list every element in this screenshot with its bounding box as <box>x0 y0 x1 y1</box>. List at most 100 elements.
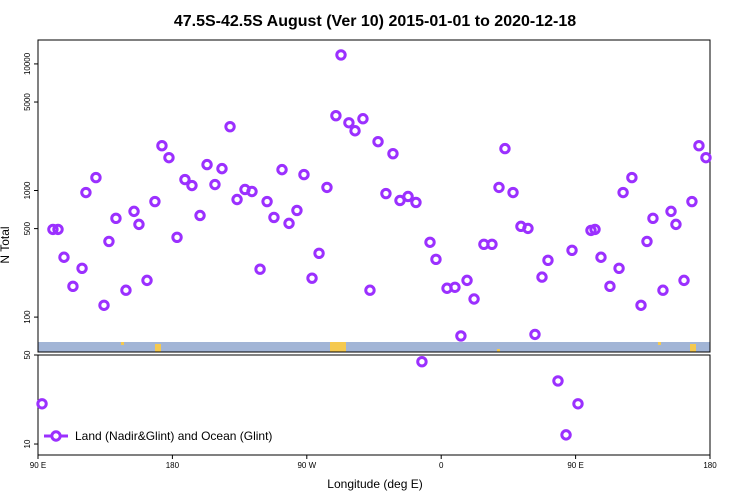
data-point <box>461 274 473 287</box>
data-point <box>507 186 519 199</box>
data-point <box>156 140 168 152</box>
plot-frame <box>37 39 711 353</box>
data-point <box>76 262 88 274</box>
data-point <box>335 49 347 61</box>
y-axis-label: N Total <box>0 226 12 263</box>
data-point <box>657 284 669 296</box>
data-point <box>536 271 548 283</box>
y-tick-label: 500 <box>23 221 32 235</box>
x-tick-label: 90 W <box>297 461 316 470</box>
data-point <box>179 173 191 186</box>
data-point <box>589 223 601 236</box>
data-point <box>268 211 280 224</box>
data-point <box>291 204 303 217</box>
data-point <box>430 253 442 266</box>
data-point <box>364 284 376 296</box>
x-tick-label: 180 <box>703 461 717 470</box>
data-point <box>306 272 318 284</box>
data-point <box>402 190 414 203</box>
y-tick-label: 1000 <box>23 181 32 199</box>
data-point <box>254 263 266 275</box>
data-point <box>149 195 161 208</box>
data-point <box>522 222 534 235</box>
data-point <box>693 140 705 152</box>
data-point <box>103 235 115 248</box>
data-point <box>261 195 273 208</box>
data-point <box>372 135 384 148</box>
data-point <box>36 398 48 410</box>
data-point <box>110 212 122 225</box>
y-tick-label: 50 <box>23 350 32 359</box>
data-point <box>529 328 541 341</box>
data-point <box>499 142 511 155</box>
data-point <box>617 186 629 199</box>
land-markers <box>121 342 696 352</box>
data-point <box>98 299 110 311</box>
data-point <box>128 205 140 218</box>
x-tick-label: 90 E <box>567 461 583 470</box>
data-point <box>171 231 183 243</box>
y-tick-label: 10000 <box>23 52 32 75</box>
y-tick-label: 5000 <box>23 93 32 111</box>
data-point <box>231 193 243 206</box>
data-point <box>58 251 70 263</box>
data-point <box>349 125 361 137</box>
x-tick-label: 180 <box>166 461 180 470</box>
data-point <box>67 280 79 293</box>
data-point <box>542 254 554 266</box>
data-point <box>566 244 578 257</box>
data-point <box>298 168 310 181</box>
data-point <box>647 212 659 225</box>
data-point <box>572 398 584 410</box>
data-point <box>343 117 355 129</box>
data-point <box>410 196 422 209</box>
y-tick-label: 10 <box>23 439 32 448</box>
data-point <box>678 274 690 287</box>
data-point <box>201 158 213 171</box>
data-point <box>613 262 625 274</box>
data-point <box>120 284 132 296</box>
y-tick-label: 100 <box>23 310 32 324</box>
x-tick-label: 90 E <box>30 461 46 470</box>
data-point <box>635 299 647 311</box>
data-point <box>90 171 102 184</box>
x-axis-label: Longitude (deg E) <box>327 477 422 491</box>
data-point <box>224 121 236 133</box>
data-point <box>486 238 498 250</box>
data-point <box>468 293 480 305</box>
data-point <box>626 171 638 184</box>
data-point <box>560 429 572 441</box>
data-point <box>700 151 712 164</box>
data-point <box>387 147 399 160</box>
data-point <box>686 195 698 208</box>
data-point <box>216 162 228 175</box>
data-point <box>357 113 369 125</box>
legend-swatch <box>50 430 62 442</box>
x-tick-label: 0 <box>439 461 444 470</box>
data-point <box>141 274 153 287</box>
data-point <box>209 178 221 191</box>
data-point <box>133 218 145 231</box>
surface-band <box>38 342 710 352</box>
data-point <box>163 151 175 164</box>
data-point <box>424 236 436 248</box>
data-point <box>186 179 198 192</box>
data-point <box>330 109 342 122</box>
data-point <box>493 181 505 194</box>
data-point <box>449 281 461 293</box>
data-point <box>416 355 428 368</box>
data-point <box>641 235 653 248</box>
data-point <box>380 187 392 200</box>
data-point <box>321 181 333 194</box>
data-point <box>604 280 616 293</box>
data-point <box>276 163 288 176</box>
data-point <box>194 209 206 222</box>
data-point <box>80 186 92 199</box>
data-point <box>283 217 295 230</box>
chart-title: 47.5S-42.5S August (Ver 10) 2015-01-01 t… <box>174 13 576 30</box>
data-point <box>313 247 325 260</box>
data-point <box>552 375 564 387</box>
legend-label: Land (Nadir&Glint) and Ocean (Glint) <box>75 429 272 443</box>
data-point <box>670 218 682 231</box>
